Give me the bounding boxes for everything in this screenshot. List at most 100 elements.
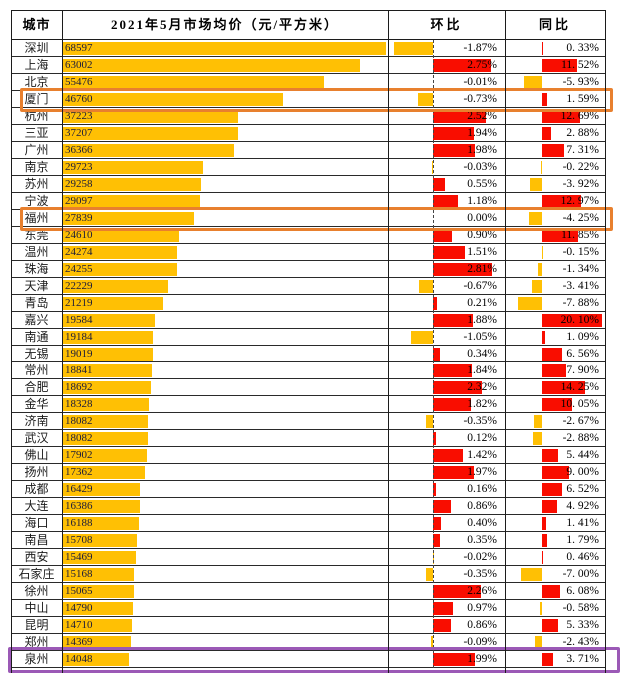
table-row: 合肥 18692 2.32% 14. 25% — [11, 379, 605, 397]
city-name: 天津 — [24, 278, 49, 293]
price-value: 14369 — [65, 636, 93, 649]
table-row: 海口 16188 0.40% 1. 41% — [11, 515, 605, 533]
price-value: 18328 — [65, 398, 93, 411]
yoy-value: -7. 88% — [562, 296, 599, 309]
yoy-value: 12. 97% — [560, 194, 599, 207]
mom-value: 2.75% — [467, 58, 497, 71]
city-name: 南京 — [24, 159, 49, 174]
city-name: 郑州 — [24, 635, 49, 650]
mom-bar — [433, 194, 458, 208]
yoy-value: 1. 41% — [566, 517, 599, 530]
yoy-value: 4. 92% — [566, 500, 599, 513]
price-value: 15469 — [65, 551, 93, 564]
mom-value: 0.35% — [467, 534, 497, 547]
price-value: 68597 — [65, 42, 93, 54]
mom-bar — [433, 364, 472, 378]
mom-value: 0.00% — [467, 211, 497, 224]
yoy-value: 0. 33% — [566, 42, 599, 54]
price-bar — [63, 347, 153, 361]
mom-bar — [433, 653, 475, 667]
price-bar — [63, 551, 136, 565]
table-row: 青岛 21219 0.21% -7. 88% — [11, 295, 605, 312]
table-left-border — [11, 10, 12, 673]
table-row: 深圳 68597 -1.87% 0. 33% — [11, 40, 605, 57]
yoy-bar — [542, 228, 578, 242]
city-name: 温州 — [24, 244, 49, 259]
mom-bar — [433, 109, 486, 123]
price-value: 27839 — [65, 211, 93, 224]
price-bar — [63, 58, 360, 72]
city-name: 中山 — [24, 601, 49, 616]
table-row: 温州 24274 1.51% -0. 15% — [11, 244, 605, 261]
header-price: 2021年5月市场均价（元/平方米） — [110, 17, 340, 32]
mom-value: 0.21% — [467, 296, 497, 309]
yoy-value: -0. 58% — [562, 602, 599, 615]
mom-bar — [433, 177, 445, 191]
mom-value: 2.81% — [467, 262, 497, 275]
yoy-bar — [518, 296, 542, 310]
price-value: 63002 — [65, 58, 93, 71]
price-value: 14048 — [65, 653, 93, 666]
price-bar — [63, 517, 140, 531]
price-bar — [63, 160, 203, 174]
yoy-bar — [542, 483, 562, 497]
price-bar — [63, 126, 239, 140]
yoy-bar — [534, 415, 542, 429]
yoy-value: 0. 46% — [566, 551, 599, 564]
yoy-value: 6. 52% — [566, 483, 599, 496]
yoy-bar — [542, 381, 585, 395]
table-row: 佛山 17902 1.42% 5. 44% — [11, 447, 605, 465]
mom-bar — [433, 58, 491, 72]
price-value: 24610 — [65, 228, 93, 241]
mom-bar — [418, 279, 433, 293]
city-name: 嘉兴 — [24, 312, 49, 327]
yoy-value: 10. 05% — [560, 398, 599, 411]
yoy-bar — [542, 58, 577, 72]
price-bar — [63, 636, 131, 650]
city-name: 西安 — [24, 550, 49, 565]
yoy-value: 7. 90% — [566, 364, 599, 377]
yoy-value: -2. 67% — [562, 415, 599, 428]
mom-bar — [433, 313, 473, 327]
mom-bar — [433, 466, 475, 480]
city-name: 宁波 — [24, 193, 49, 208]
table-row: 厦门 46760 -0.73% 1. 59% — [11, 91, 605, 108]
mom-value: -0.73% — [463, 92, 497, 105]
price-value: 18692 — [65, 381, 93, 394]
yoy-bar — [542, 194, 581, 208]
table-row: 南通 19184 -1.05% 1. 09% — [11, 329, 605, 346]
table-row: 广州 36366 1.98% 7. 31% — [11, 142, 605, 159]
price-value: 15708 — [65, 534, 93, 547]
price-value: 15168 — [65, 568, 93, 581]
price-value: 17362 — [65, 466, 93, 479]
price-value: 16386 — [65, 500, 93, 513]
mom-bar — [433, 296, 438, 310]
yoy-bar — [542, 534, 548, 548]
price-value: 14710 — [65, 619, 93, 632]
table-row: 西安 15469 -0.02% 0. 46% — [11, 549, 605, 567]
price-bar — [63, 245, 178, 259]
city-name: 常州 — [24, 363, 49, 378]
price-value: 16188 — [65, 517, 93, 530]
yoy-value: 2. 88% — [566, 126, 599, 139]
mom-bar — [433, 347, 441, 361]
mom-value: 1.82% — [467, 398, 497, 411]
mom-bar — [433, 398, 472, 412]
table-right-border — [605, 10, 606, 673]
table-row: 杭州 37223 2.52% 12. 69% — [11, 108, 605, 125]
price-value: 18082 — [65, 432, 93, 445]
city-name: 武汉 — [24, 431, 49, 446]
table-top-border — [11, 10, 606, 11]
price-bar — [63, 619, 133, 633]
city-name: 济南 — [24, 414, 49, 429]
price-bar — [63, 194, 200, 208]
mom-value: 2.52% — [467, 109, 497, 122]
price-value: 14790 — [65, 602, 93, 615]
mom-value: 0.55% — [467, 177, 497, 190]
yoy-value: -2. 43% — [562, 636, 599, 649]
header-yoy: 同比 — [538, 17, 571, 32]
city-name: 深圳 — [24, 41, 49, 55]
mom-value: 0.86% — [467, 500, 497, 513]
yoy-value: 7. 31% — [566, 143, 599, 156]
yoy-value: 1. 79% — [566, 534, 599, 547]
